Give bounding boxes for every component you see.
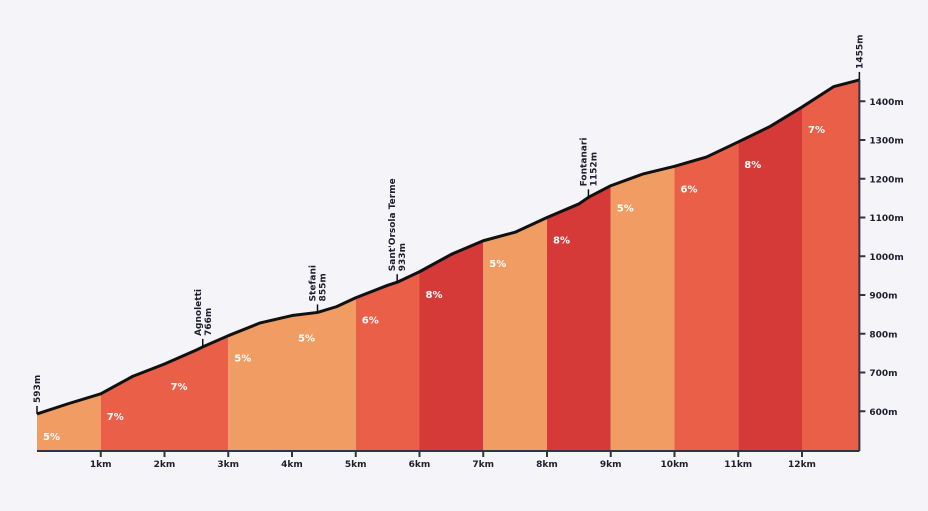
waypoint-elevation: 933m [398,243,408,271]
gradient-segment [37,393,101,450]
gradient-segment [547,185,611,450]
gradient-segment [738,107,802,450]
y-tick-label: 700m [869,369,897,379]
x-tick-label: 1km [90,460,112,470]
gradient-segment [610,166,675,450]
waypoint-name: Sant'Orsola Terme [388,178,398,271]
gradient-segment [355,271,420,450]
gradient-label: 8% [744,160,761,171]
y-tick-label: 1000m [869,253,903,263]
waypoint-elevation: 1152m [589,152,599,186]
x-tick-label: 11km [724,460,752,470]
x-tick-label: 4km [281,460,303,470]
y-tick-label: 1200m [869,175,903,185]
gradient-label: 5% [298,334,315,345]
gradient-label: 5% [617,204,634,215]
waypoint-name: Stefani [309,265,319,301]
waypoint-elevation: 1455m [855,35,865,69]
x-tick-label: 2km [154,460,176,470]
gradient-label: 7% [171,382,188,393]
y-tick-label: 1300m [869,137,903,147]
gradient-segment [802,79,860,450]
gradient-label: 7% [107,412,124,423]
x-tick-label: 7km [472,460,494,470]
gradient-segment [292,297,356,450]
gradient-segment [419,240,484,450]
y-tick-label: 1100m [869,214,903,224]
gradient-label: 5% [489,259,506,270]
gradient-label: 6% [681,184,698,195]
x-tick-label: 8km [536,460,558,470]
y-tick-label: 800m [869,330,897,340]
gradient-label: 5% [43,432,60,443]
x-tick-label: 5km [345,460,367,470]
waypoint-name: Fontanari [579,138,589,187]
gradient-segment [483,217,547,450]
x-tick-label: 10km [661,460,689,470]
gradient-label: 8% [426,290,443,301]
x-tick-label: 12km [788,460,816,470]
x-tick-label: 6km [409,460,431,470]
gradient-segment [164,335,229,450]
waypoint-name: Agnoletti [194,289,204,336]
gradient-label: 6% [362,316,379,327]
y-tick-label: 900m [869,292,897,302]
gradient-segment [674,141,739,450]
gradient-label: 8% [553,236,570,247]
elevation-line [36,78,860,416]
gradient-segment [228,315,292,450]
y-tick-label: 1400m [869,98,903,108]
x-tick-label: 9km [600,460,622,470]
y-tick-label: 600m [869,408,897,418]
x-tick-label: 3km [217,460,239,470]
waypoint-elevation: 766m [204,308,214,336]
waypoint-elevation: 593m [33,375,43,403]
gradient-label: 5% [234,354,251,365]
waypoint-elevation: 855m [319,273,329,301]
gradient-label: 7% [808,125,825,136]
